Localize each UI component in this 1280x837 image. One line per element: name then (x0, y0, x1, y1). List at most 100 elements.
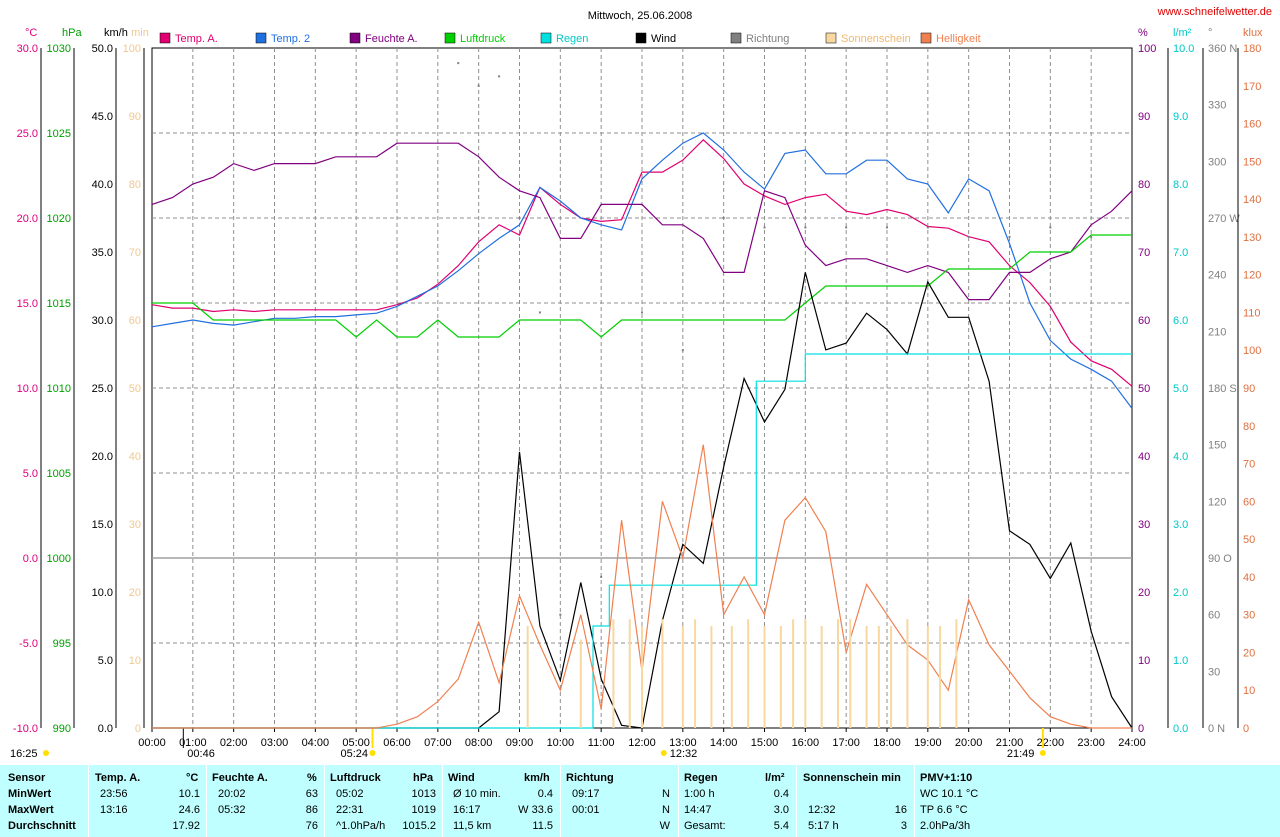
stats-row-label: MinWert (8, 788, 52, 800)
tick-label-right: 120 (1243, 270, 1261, 282)
tick-label-right: 4.0 (1173, 451, 1188, 463)
tick-label-left: 10.0 (17, 383, 38, 395)
stats-cell-d-val: W (659, 820, 670, 832)
statistics-table: Sensor Temp. A. °C Feuchte A. % Luftdruc… (0, 765, 1280, 837)
legend-swatch (255, 32, 267, 44)
stats-cell-s-time: 5:17 h (808, 820, 839, 832)
stats-cell-w-time: Ø 10 min. (453, 788, 501, 800)
tick-label-left: 1005 (47, 468, 71, 480)
stats-cell-r-val: 0.4 (773, 788, 789, 800)
legend-swatch (349, 32, 361, 44)
tick-label-left: 30.0 (17, 43, 38, 55)
tick-label-right: 160 (1243, 119, 1261, 131)
tick-label-left: 990 (53, 723, 71, 735)
tick-label-left: 15.0 (92, 519, 113, 531)
tick-label-left: 100 (123, 43, 141, 55)
direction-point (498, 75, 501, 78)
stats-cell-h-time: 05:32 (218, 804, 246, 816)
tick-label-right: 100 (1243, 345, 1261, 357)
direction-point (1049, 226, 1052, 229)
tick-label-left: -5.0 (19, 638, 38, 650)
axis-unit-left: °C (25, 27, 37, 39)
x-tick-label: 24:00 (1118, 737, 1146, 749)
tick-label-right: 90 (1138, 111, 1150, 123)
tick-label-left: 40.0 (92, 179, 113, 191)
direction-point (1090, 235, 1093, 238)
stats-header-hum: Feuchte A. (212, 772, 268, 784)
tick-label-right: 0 (1243, 723, 1249, 735)
x-tick-label: 01:00 (179, 737, 207, 749)
stats-cell-d-time: 09:17 (572, 788, 600, 800)
tick-label-right: 90 O (1208, 553, 1232, 565)
axis-unit-right: klux (1243, 27, 1263, 39)
tick-label-left: 1010 (47, 383, 71, 395)
tick-label-left: 40 (129, 451, 141, 463)
moonset-label: 00:46 (187, 748, 215, 760)
x-tick-label: 23:00 (1077, 737, 1105, 749)
x-tick-label: 22:00 (1037, 737, 1065, 749)
stats-cell-d-val: N (662, 804, 670, 816)
direction-point (763, 226, 766, 229)
direction-point (926, 226, 929, 229)
stats-cell-w-val: 11.5 (532, 820, 553, 832)
stats-cell-r-time: Gesamt: (684, 820, 726, 832)
stats-header-pmv: PMV+1:10 (920, 772, 973, 784)
tick-label-right: 140 (1243, 194, 1261, 206)
tick-label-right: 10 (1138, 655, 1150, 667)
legend-swatch (920, 32, 932, 44)
stats-header-wind: Wind (448, 772, 475, 784)
x-tick-label: 14:00 (710, 737, 738, 749)
sunrise-icon (369, 750, 376, 756)
tick-label-right: 70 (1243, 459, 1255, 471)
x-tick-label: 15:00 (751, 737, 779, 749)
sun-icon (43, 750, 49, 756)
tick-label-right: 300 (1208, 156, 1226, 168)
tick-label-right: 170 (1243, 81, 1261, 93)
direction-point (967, 235, 970, 238)
tick-label-left: 50.0 (92, 43, 113, 55)
x-tick-label: 19:00 (914, 737, 942, 749)
solar-noon-label: 12:32 (670, 748, 698, 760)
x-tick-label: 16:00 (792, 737, 820, 749)
tick-label-right: 60 (1243, 496, 1255, 508)
tick-label-right: 150 (1208, 440, 1226, 452)
tick-label-right: 20 (1138, 587, 1150, 599)
stats-header-sensor: Sensor (8, 772, 46, 784)
stats-cell-s-val: 16 (894, 804, 907, 816)
tick-label-right: 6.0 (1173, 315, 1188, 327)
stats-cell-t-time: 23:56 (100, 788, 128, 800)
legend-entry: Temp. 2 (271, 33, 310, 45)
tick-label-right: 5.0 (1173, 383, 1188, 395)
x-tick-label: 06:00 (383, 737, 411, 749)
tick-label-right: 7.0 (1173, 247, 1188, 259)
chart-title: Mittwoch, 25.06.2008 (588, 10, 693, 22)
tick-label-right: 60 (1138, 315, 1150, 327)
tick-label-left: 30.0 (92, 315, 113, 327)
tick-label-right: 80 (1243, 421, 1255, 433)
legend-swatch (159, 32, 171, 44)
tick-label-right: 180 (1243, 43, 1261, 55)
stats-cell-h-val: 86 (305, 804, 318, 816)
stats-cell-h-val: 76 (305, 820, 318, 832)
axis-unit-right: l/m² (1173, 27, 1192, 39)
tick-label-left: 35.0 (92, 247, 113, 259)
tick-label-right: 0 N (1208, 723, 1225, 735)
stats-header-wind-unit: km/h (524, 772, 550, 784)
stats-row-label: Durchschnitt (8, 820, 76, 832)
direction-point (722, 217, 725, 219)
stats-cell-w-time: 16:17 (453, 804, 481, 816)
tick-label-left: 90 (129, 111, 141, 123)
tick-label-left: 5.0 (23, 468, 38, 480)
tick-label-right: 130 (1243, 232, 1261, 244)
stats-header-press-unit: hPa (413, 772, 434, 784)
stats-cell-p-time: ^1.0hPa/h (336, 820, 386, 832)
tick-label-right: 10 (1243, 685, 1255, 697)
stats-cell-d-val: N (662, 788, 670, 800)
series-line-temp-2 (151, 132, 1133, 409)
tick-label-left: 10 (129, 655, 141, 667)
x-tick-label: 11:00 (588, 737, 615, 749)
series-line-helligkeit (152, 444, 1132, 729)
legend-swatch (540, 32, 552, 44)
tick-label-right: 20 (1243, 647, 1255, 659)
stats-header-rain-unit: l/m² (765, 772, 785, 784)
